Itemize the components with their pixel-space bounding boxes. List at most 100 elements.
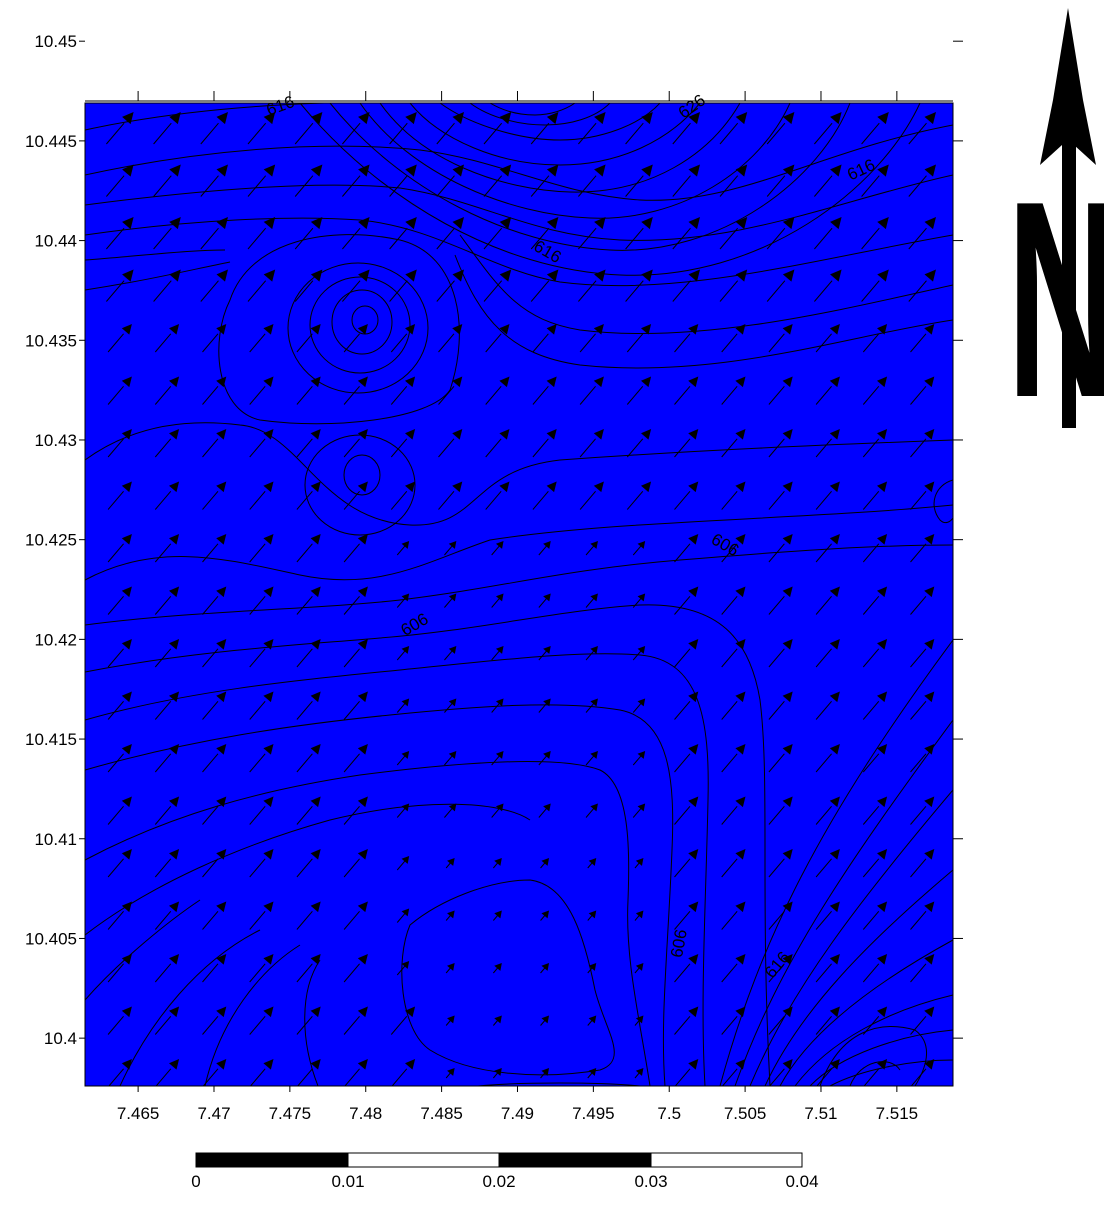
vector-arrow-icon [672,269,700,302]
vector-arrow-icon [578,217,606,250]
vector-arrow-icon [721,534,746,563]
x-axis-ticks: 7.465 7.47 7.475 7.48 7.485 7.49 7.495 7.5 7.505… [117,91,918,1123]
vector-arrow-icon [153,112,181,145]
vector-arrow-icon [445,1015,455,1026]
vector-arrow-icon [444,593,457,608]
vector-arrow-icon [396,593,410,608]
x-tick-label: 7.505 [724,1104,767,1123]
vector-arrow-icon [445,963,455,974]
contour-label: 606 [667,928,691,959]
scale-label-2: 0.02 [482,1172,515,1191]
vector-arrow-icon [910,534,935,563]
vector-arrow-icon [579,481,604,510]
vector-arrow-icon [538,593,551,608]
vector-arrow-icon [436,164,464,197]
vector-arrow-icon [202,849,227,878]
vector-arrow-icon [538,803,551,818]
vector-arrow-icon [862,324,888,353]
vector-arrow-icon [389,217,417,250]
vector-arrow-icon [540,963,550,974]
vector-arrow-icon [672,217,700,250]
vector-arrow-icon [532,481,557,510]
vector-arrow-icon [815,639,840,668]
vector-arrow-icon [585,803,598,818]
x-tick-label: 7.465 [117,1104,160,1123]
vector-arrow-icon [390,429,416,458]
y-tick-label: 10.43 [34,431,77,450]
vector-arrow-icon [862,796,888,825]
vector-arrow-icon [483,269,512,302]
vector-arrow-icon [674,1059,699,1086]
vector-arrow-icon [438,376,463,405]
vector-arrow-icon [910,691,935,720]
vector-arrow-icon [247,164,276,197]
vector-arrow-icon [445,1068,455,1079]
vector-arrow-icon [106,269,134,302]
vector-arrow-icon [249,534,274,563]
vector-arrow-icon [107,849,132,878]
vector-arrow-icon [342,269,370,302]
vector-arrow-icon [768,639,793,668]
vector-arrow-icon [674,586,699,615]
vector-arrow-icon [674,954,699,983]
vector-arrow-icon [390,481,416,510]
vector-arrow-icon [815,481,840,510]
vector-arrow-icon [532,429,557,458]
vector-arrow-icon [674,481,699,510]
vector-arrow-icon [396,541,410,556]
vector-arrow-icon [438,324,463,353]
vector-arrow-icon [396,646,410,661]
vector-arrow-icon [296,376,321,405]
vector-arrow-icon [585,593,598,608]
vector-arrow-icon [396,751,410,766]
vector-arrow-icon [910,744,935,773]
scale-bar-segment-2 [347,1152,500,1168]
vector-arrow-icon [632,803,646,818]
vector-arrow-icon [483,217,512,250]
x-tick-label: 7.485 [420,1104,463,1123]
vector-arrow-icon [485,429,510,458]
vector-arrow-icon [721,796,746,825]
vector-arrow-icon [814,269,842,302]
vector-arrow-icon [768,481,793,510]
vector-arrow-icon [249,849,274,878]
vector-arrow-icon [587,1068,597,1079]
vector-arrow-icon [861,217,889,250]
vector-arrow-icon [492,858,502,869]
vector-arrow-icon [625,217,653,250]
vector-arrow-icon [249,481,274,510]
vector-arrow-icon [587,1015,597,1026]
vector-arrow-icon [249,744,274,773]
vector-arrow-icon [721,376,746,405]
north-arrow-shaft [1062,120,1076,428]
vector-arrow-icon [154,429,180,458]
vector-arrow-icon [719,269,748,302]
vector-arrow-icon [296,849,321,878]
vector-arrow-icon [436,112,464,145]
scale-bar-segment-4 [650,1152,803,1168]
vector-arrow-icon [587,910,597,921]
x-tick-label: 7.49 [501,1104,534,1123]
vector-arrow-icon [249,954,274,983]
vector-arrow-icon [910,1006,935,1035]
vector-arrow-icon [815,691,840,720]
y-tick-label: 10.4 [44,1029,77,1048]
vector-arrow-icon [861,164,889,197]
vector-arrow-icon [768,901,793,930]
x-tick-label: 7.495 [572,1104,615,1123]
vector-arrow-icon [491,698,504,713]
north-arrow-letter: N [1007,142,1104,456]
vector-arrow-icon [107,796,132,825]
vector-arrow-icon [444,803,457,818]
vector-arrow-icon [862,639,888,668]
vector-arrow-icon [343,639,368,668]
vector-arrow-icon [815,534,840,563]
vector-arrow-icon [343,586,368,615]
north-arrow: N [1007,8,1104,455]
vector-arrow-icon [721,429,746,458]
vector-arrow-icon [107,954,132,983]
vector-arrow-icon [540,1015,550,1026]
vector-arrow-icon [491,803,504,818]
x-tick-label: 7.48 [349,1104,382,1123]
vector-arrow-icon [815,586,840,615]
